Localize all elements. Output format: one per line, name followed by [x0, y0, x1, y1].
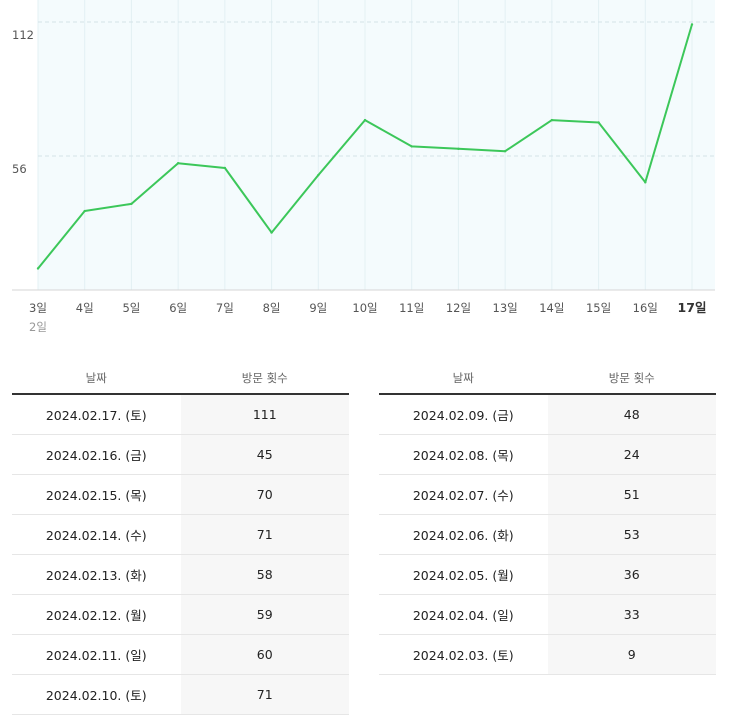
x-tick-label: 10일 [352, 301, 377, 315]
data-point [690, 23, 694, 26]
y-tick-label: 112 [12, 28, 34, 42]
date-cell: 2024.02.05. (월) [379, 554, 548, 595]
count-cell: 58 [180, 554, 349, 595]
data-point [644, 181, 647, 184]
x-tick-label: 15일 [586, 301, 611, 315]
y-tick-label: 56 [12, 162, 27, 176]
date-cell: 2024.02.13. (화) [12, 554, 181, 595]
table-row: 2024.02.08. (목) 24 [379, 434, 716, 475]
x-tick-label: 12일 [446, 301, 471, 315]
count-cell: 111 [180, 394, 349, 435]
y-axis-labels: 56 112 [12, 28, 34, 176]
date-cell: 2024.02.17. (토) [12, 394, 181, 435]
count-cell: 71 [180, 674, 349, 715]
data-point [36, 267, 40, 270]
x-axis-labels: 3일 4일 5일 6일 7일 8일 9일 10일 11일 12일 13일 14일 15일 16일 17일 [29, 300, 706, 315]
data-point [550, 118, 554, 122]
table-row: 2024.02.17. (토) 111 [12, 394, 349, 435]
data-point [363, 118, 367, 122]
count-column-header: 방문 횟수 [547, 362, 716, 395]
data-point [270, 231, 273, 234]
data-point [317, 173, 320, 177]
horizontal-gridlines [38, 21, 715, 157]
data-point [503, 150, 507, 153]
visits-line-chart: 56 112 3일 4일 5일 6일 7일 8일 9일 10일 11일 12일 13일 14일 15일 16… [12, 0, 715, 334]
table-row: 2024.02.16. (금) 45 [12, 434, 349, 475]
data-point [410, 145, 413, 148]
x-tick-label: 14일 [539, 301, 564, 315]
count-cell: 71 [180, 514, 349, 555]
table-row: 2024.02.14. (수) 71 [12, 514, 349, 555]
x-tick-label: 6일 [169, 301, 187, 315]
data-points [36, 23, 694, 270]
count-cell: 45 [180, 434, 349, 475]
data-point [130, 202, 133, 206]
date-column-header: 날짜 [379, 362, 548, 395]
table-row: 2024.02.11. (일) 60 [12, 634, 349, 675]
count-cell: 60 [180, 634, 349, 675]
count-cell: 51 [547, 474, 716, 515]
table-row: 2024.02.06. (화) 53 [379, 514, 716, 555]
date-cell: 2024.02.12. (월) [12, 594, 181, 635]
count-cell: 24 [547, 434, 716, 475]
table-row: 2024.02.03. (토) 9 [379, 634, 716, 675]
date-cell: 2024.02.06. (화) [379, 514, 548, 555]
x-tick-label: 17일 [678, 300, 707, 315]
table-row: 2024.02.10. (토) 71 [12, 674, 349, 715]
visits-table-right: 날짜 방문 횟수 2024.02.09. (금) 48 2024.02.08. (목… [379, 362, 716, 675]
date-cell: 2024.02.16. (금) [12, 434, 181, 475]
table-row: 2024.02.12. (월) 59 [12, 594, 349, 635]
plot-background [38, 0, 715, 290]
x-tick-label: 13일 [493, 301, 518, 315]
x-tick-label: 7일 [216, 301, 234, 315]
data-point [597, 121, 600, 124]
count-column-header: 방문 횟수 [180, 362, 349, 395]
x-tick-label: 9일 [309, 301, 327, 315]
data-point [457, 147, 460, 151]
table-row: 2024.02.05. (월) 36 [379, 554, 716, 595]
table-row: 2024.02.15. (목) 70 [12, 474, 349, 515]
month-label: 2일 [29, 320, 47, 334]
x-tick-label: 3일 [29, 301, 47, 315]
count-cell: 36 [547, 554, 716, 595]
date-column-header: 날짜 [12, 362, 181, 395]
table-row: 2024.02.07. (수) 51 [379, 474, 716, 515]
date-cell: 2024.02.04. (일) [379, 594, 548, 635]
date-cell: 2024.02.08. (목) [379, 434, 548, 475]
date-cell: 2024.02.11. (일) [12, 634, 181, 675]
x-tick-label: 16일 [633, 301, 658, 315]
date-cell: 2024.02.14. (수) [12, 514, 181, 555]
count-cell: 53 [547, 514, 716, 555]
date-cell: 2024.02.10. (토) [12, 674, 181, 715]
x-tick-label: 4일 [76, 301, 94, 315]
count-cell: 9 [547, 634, 716, 675]
data-point [83, 209, 86, 213]
vertical-gridlines [37, 0, 693, 290]
data-point [176, 161, 180, 165]
count-cell: 33 [547, 594, 716, 635]
date-cell: 2024.02.15. (목) [12, 474, 181, 515]
table-row: 2024.02.09. (금) 48 [379, 394, 716, 435]
date-cell: 2024.02.07. (수) [379, 474, 548, 515]
data-point [223, 166, 227, 170]
visits-table-left: 날짜 방문 횟수 2024.02.17. (토) 111 2024.02.16. (… [12, 362, 349, 715]
count-cell: 59 [180, 594, 349, 635]
table-row: 2024.02.13. (화) 58 [12, 554, 349, 595]
date-cell: 2024.02.03. (토) [379, 634, 548, 675]
table-row: 2024.02.04. (일) 33 [379, 594, 716, 635]
x-tick-label: 11일 [399, 301, 424, 315]
x-tick-label: 8일 [263, 301, 281, 315]
date-cell: 2024.02.09. (금) [379, 394, 548, 435]
count-cell: 48 [547, 394, 716, 435]
x-tick-label: 5일 [122, 301, 140, 315]
count-cell: 70 [180, 474, 349, 515]
